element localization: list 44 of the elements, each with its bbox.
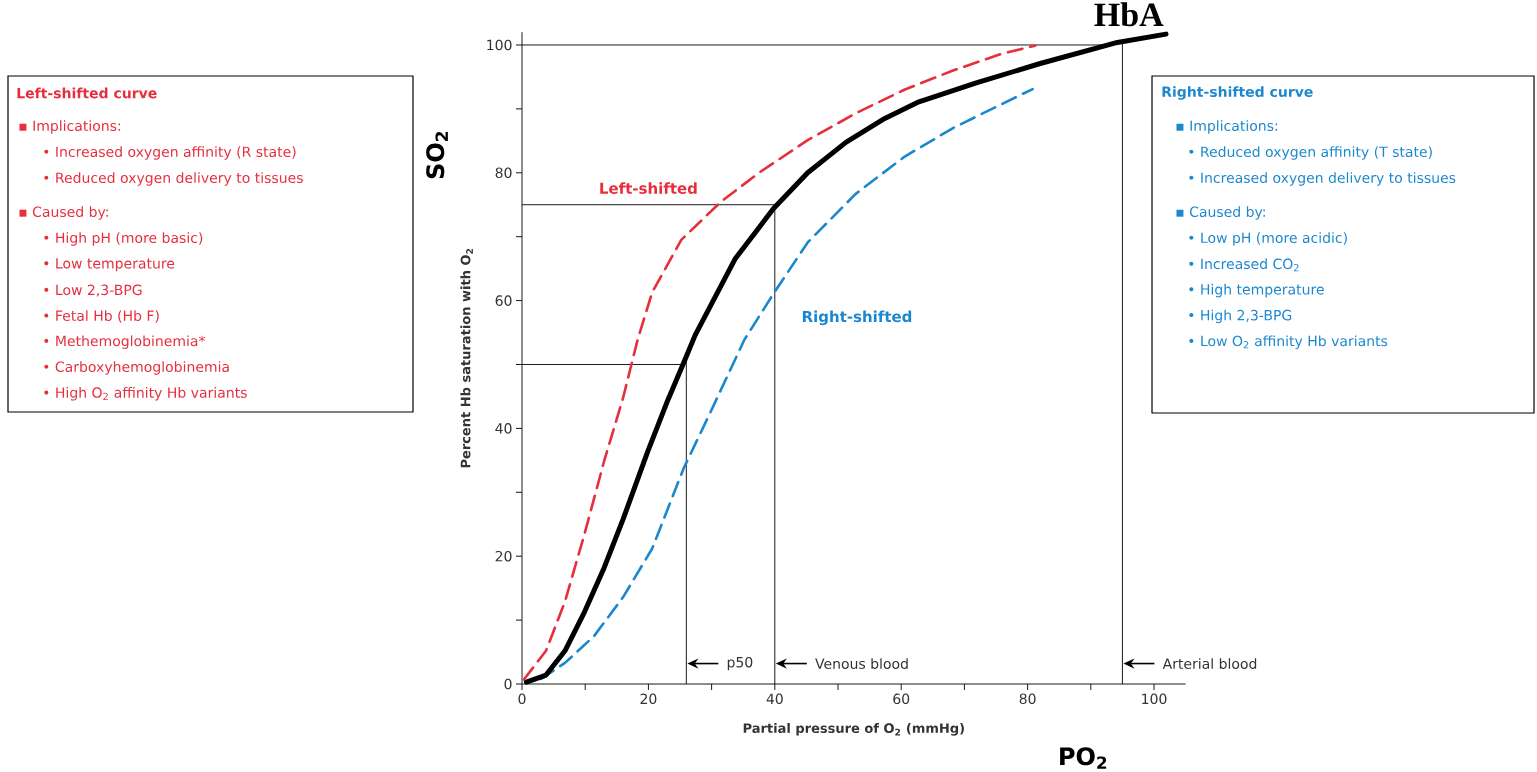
y-tick-label: 100 xyxy=(487,39,512,51)
text: • Increased oxygen delivery to tissues xyxy=(1189,172,1456,186)
text: • High pH (more basic) xyxy=(44,232,203,246)
x-axis-title: Partial pressure of O$_{2}$ (mmHg) xyxy=(743,722,964,736)
text: • High 2,3-BPG xyxy=(1189,309,1292,324)
y-tick-label: 0 xyxy=(504,678,512,690)
text: • Methemoglobinemia* xyxy=(44,335,206,349)
text: • High O$_{2}$ affinity Hb variants xyxy=(44,387,247,401)
series-label: Left-shifted xyxy=(600,182,697,194)
y-tick-label: 60 xyxy=(495,295,512,306)
text: • Increased oxygen affinity (R state) xyxy=(44,146,296,160)
y-tick-label: 80 xyxy=(495,167,512,179)
x-tick-label: 80 xyxy=(1019,693,1036,705)
y-tick-label: 20 xyxy=(495,550,512,562)
text: Left-shifted curve xyxy=(17,87,157,99)
x-tick-label: 60 xyxy=(893,693,910,705)
text: • Fetal Hb (Hb F) xyxy=(44,310,159,323)
text: ▪ Caused by: xyxy=(19,206,108,220)
text: SO$_{2}$ xyxy=(426,132,448,179)
text: • Increased CO$_{2}$ xyxy=(1189,258,1299,272)
y-tick-label: 40 xyxy=(495,423,512,434)
annotation: ▪ Caused by: xyxy=(1176,206,1265,220)
text: ▪ Implications: xyxy=(19,120,121,134)
series-label: HbA xyxy=(1094,2,1164,27)
annotation: ▪ Implications: xyxy=(1176,120,1278,134)
y-axis-title: Percent Hb saturation with O$_{2}$ xyxy=(460,248,473,468)
ref-line-label: Venous blood xyxy=(815,658,908,669)
text: • Carboxyhemoglobinemia xyxy=(44,361,229,375)
text: PO$_{2}$ xyxy=(1060,747,1107,769)
text: • Reduced oxygen delivery to tissues xyxy=(44,172,303,186)
text: • Low 2,3-BPG xyxy=(44,284,142,297)
x-tick-label: 20 xyxy=(640,693,657,705)
text: • Low O$_{2}$ affinity Hb variants xyxy=(1189,335,1388,349)
annotation: Right-shifted curve xyxy=(1162,86,1313,100)
text: • High temperature xyxy=(1189,283,1324,298)
text: • Low temperature xyxy=(44,258,175,272)
ref-line-label: Arterial blood xyxy=(1162,658,1257,669)
x-tick-label: 40 xyxy=(766,693,783,705)
x-tick-label: 100 xyxy=(1142,693,1167,705)
text: Right-shifted xyxy=(802,310,912,326)
x-tick-label: 0 xyxy=(518,693,526,705)
ref-line-label: p50 xyxy=(727,656,753,671)
text: • Low pH (more acidic) xyxy=(1189,232,1347,246)
text: • Reduced oxygen affinity (T state) xyxy=(1189,146,1432,160)
